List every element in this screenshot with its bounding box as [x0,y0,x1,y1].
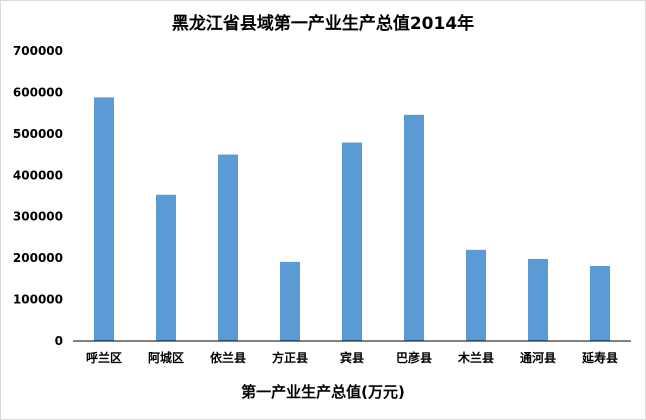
y-tick-label: 100000 [13,293,63,307]
bar [218,154,238,341]
chart-title: 黑龙江省县域第一产业生产总值2014年 [171,14,475,34]
bar [156,194,176,341]
bar [590,266,610,341]
y-tick-label: 400000 [13,168,63,182]
x-tick-label: 巴彦县 [396,350,432,365]
x-tick-label: 延寿县 [581,350,618,365]
x-tick-label: 宾县 [340,350,364,365]
x-tick-label: 木兰县 [457,350,494,365]
y-tick-label: 700000 [13,44,63,58]
x-tick-label: 依兰县 [210,350,246,365]
y-tick-label: 600000 [13,85,63,99]
bar [342,142,362,341]
x-axis-title: 第一产业生产总值(万元) [241,383,405,401]
y-tick-label: 200000 [13,251,63,265]
bar [280,261,300,341]
y-tick-label: 300000 [13,210,63,224]
x-tick-label: 呼兰区 [86,350,122,365]
y-tick-label: 500000 [13,127,63,141]
bar [466,249,486,341]
x-tick-label: 阿城区 [148,350,184,365]
x-tick-label: 通河县 [520,350,556,365]
bar [94,97,114,342]
x-tick-label: 方正县 [272,350,308,365]
y-tick-label: 0 [55,334,63,348]
bar [404,114,424,341]
bar [528,258,548,341]
